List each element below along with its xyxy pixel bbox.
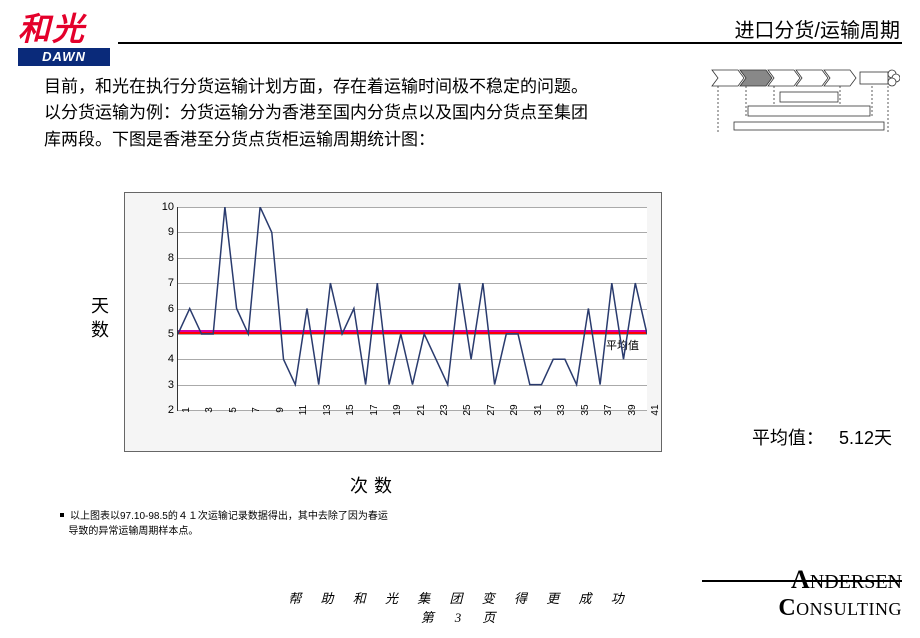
ac-text: ONSULTING	[796, 599, 902, 619]
footnote: 以上图表以97.10-98.5的４１次运输记录数据得出，其中去除了因为春运 导致…	[60, 510, 388, 539]
ac-text: A	[791, 565, 810, 594]
body-line: 以分货运输为例：分货运输分为香港至国内分货点以及国内分货点至集团	[44, 100, 684, 126]
footnote-line: 以上图表以97.10-98.5的４１次运输记录数据得出，其中去除了因为春运	[70, 511, 388, 522]
body-paragraph: 目前，和光在执行分货运输计划方面，存在着运输时间极不稳定的问题。 以分货运输为例…	[44, 74, 684, 153]
ytick-label: 10	[162, 201, 178, 213]
chart-container: 2345678910135791113151719212325272931333…	[124, 192, 662, 452]
average-readout: 平均值： 5.12天	[752, 424, 892, 450]
ytick-label: 5	[168, 328, 178, 340]
ytick-label: 4	[168, 353, 178, 365]
avg-label: 平均值：	[752, 428, 824, 448]
ytick-label: 3	[168, 379, 178, 391]
chart-ylabel: 天数	[86, 296, 112, 344]
ytick-label: 8	[168, 252, 178, 264]
avg-value: 5.12天	[839, 428, 892, 448]
ac-text: NDERSEN	[810, 571, 902, 593]
body-line: 目前，和光在执行分货运输计划方面，存在着运输时间极不稳定的问题。	[44, 74, 684, 100]
chart-plot-area: 2345678910135791113151719212325272931333…	[177, 207, 647, 411]
chart-xlabel: 次数	[350, 472, 398, 498]
chart-line-svg	[178, 207, 647, 410]
xtick-label: 41	[647, 402, 661, 418]
ytick-label: 6	[168, 303, 178, 315]
ytick-label: 9	[168, 226, 178, 238]
footnote-line: 导致的异常运输周期样本点。	[68, 526, 198, 537]
page-title: 进口分货/运输周期	[734, 14, 900, 43]
bullet-icon	[60, 513, 64, 517]
data-series-line	[178, 207, 647, 385]
logo-cn-text: 和光	[18, 4, 110, 50]
header-rule	[118, 42, 902, 44]
dawn-logo: 和光 DAWN	[18, 4, 110, 66]
logo-en-text: DAWN	[18, 48, 110, 66]
ytick-label: 2	[168, 404, 178, 416]
ytick-label: 7	[168, 277, 178, 289]
process-mini-diagram	[710, 66, 900, 136]
body-line: 库两段。下图是香港至分货点货柜运输周期统计图：	[44, 127, 684, 153]
ac-text: C	[778, 595, 796, 621]
andersen-consulting-logo: ANDERSEN CONSULTING	[778, 565, 902, 622]
